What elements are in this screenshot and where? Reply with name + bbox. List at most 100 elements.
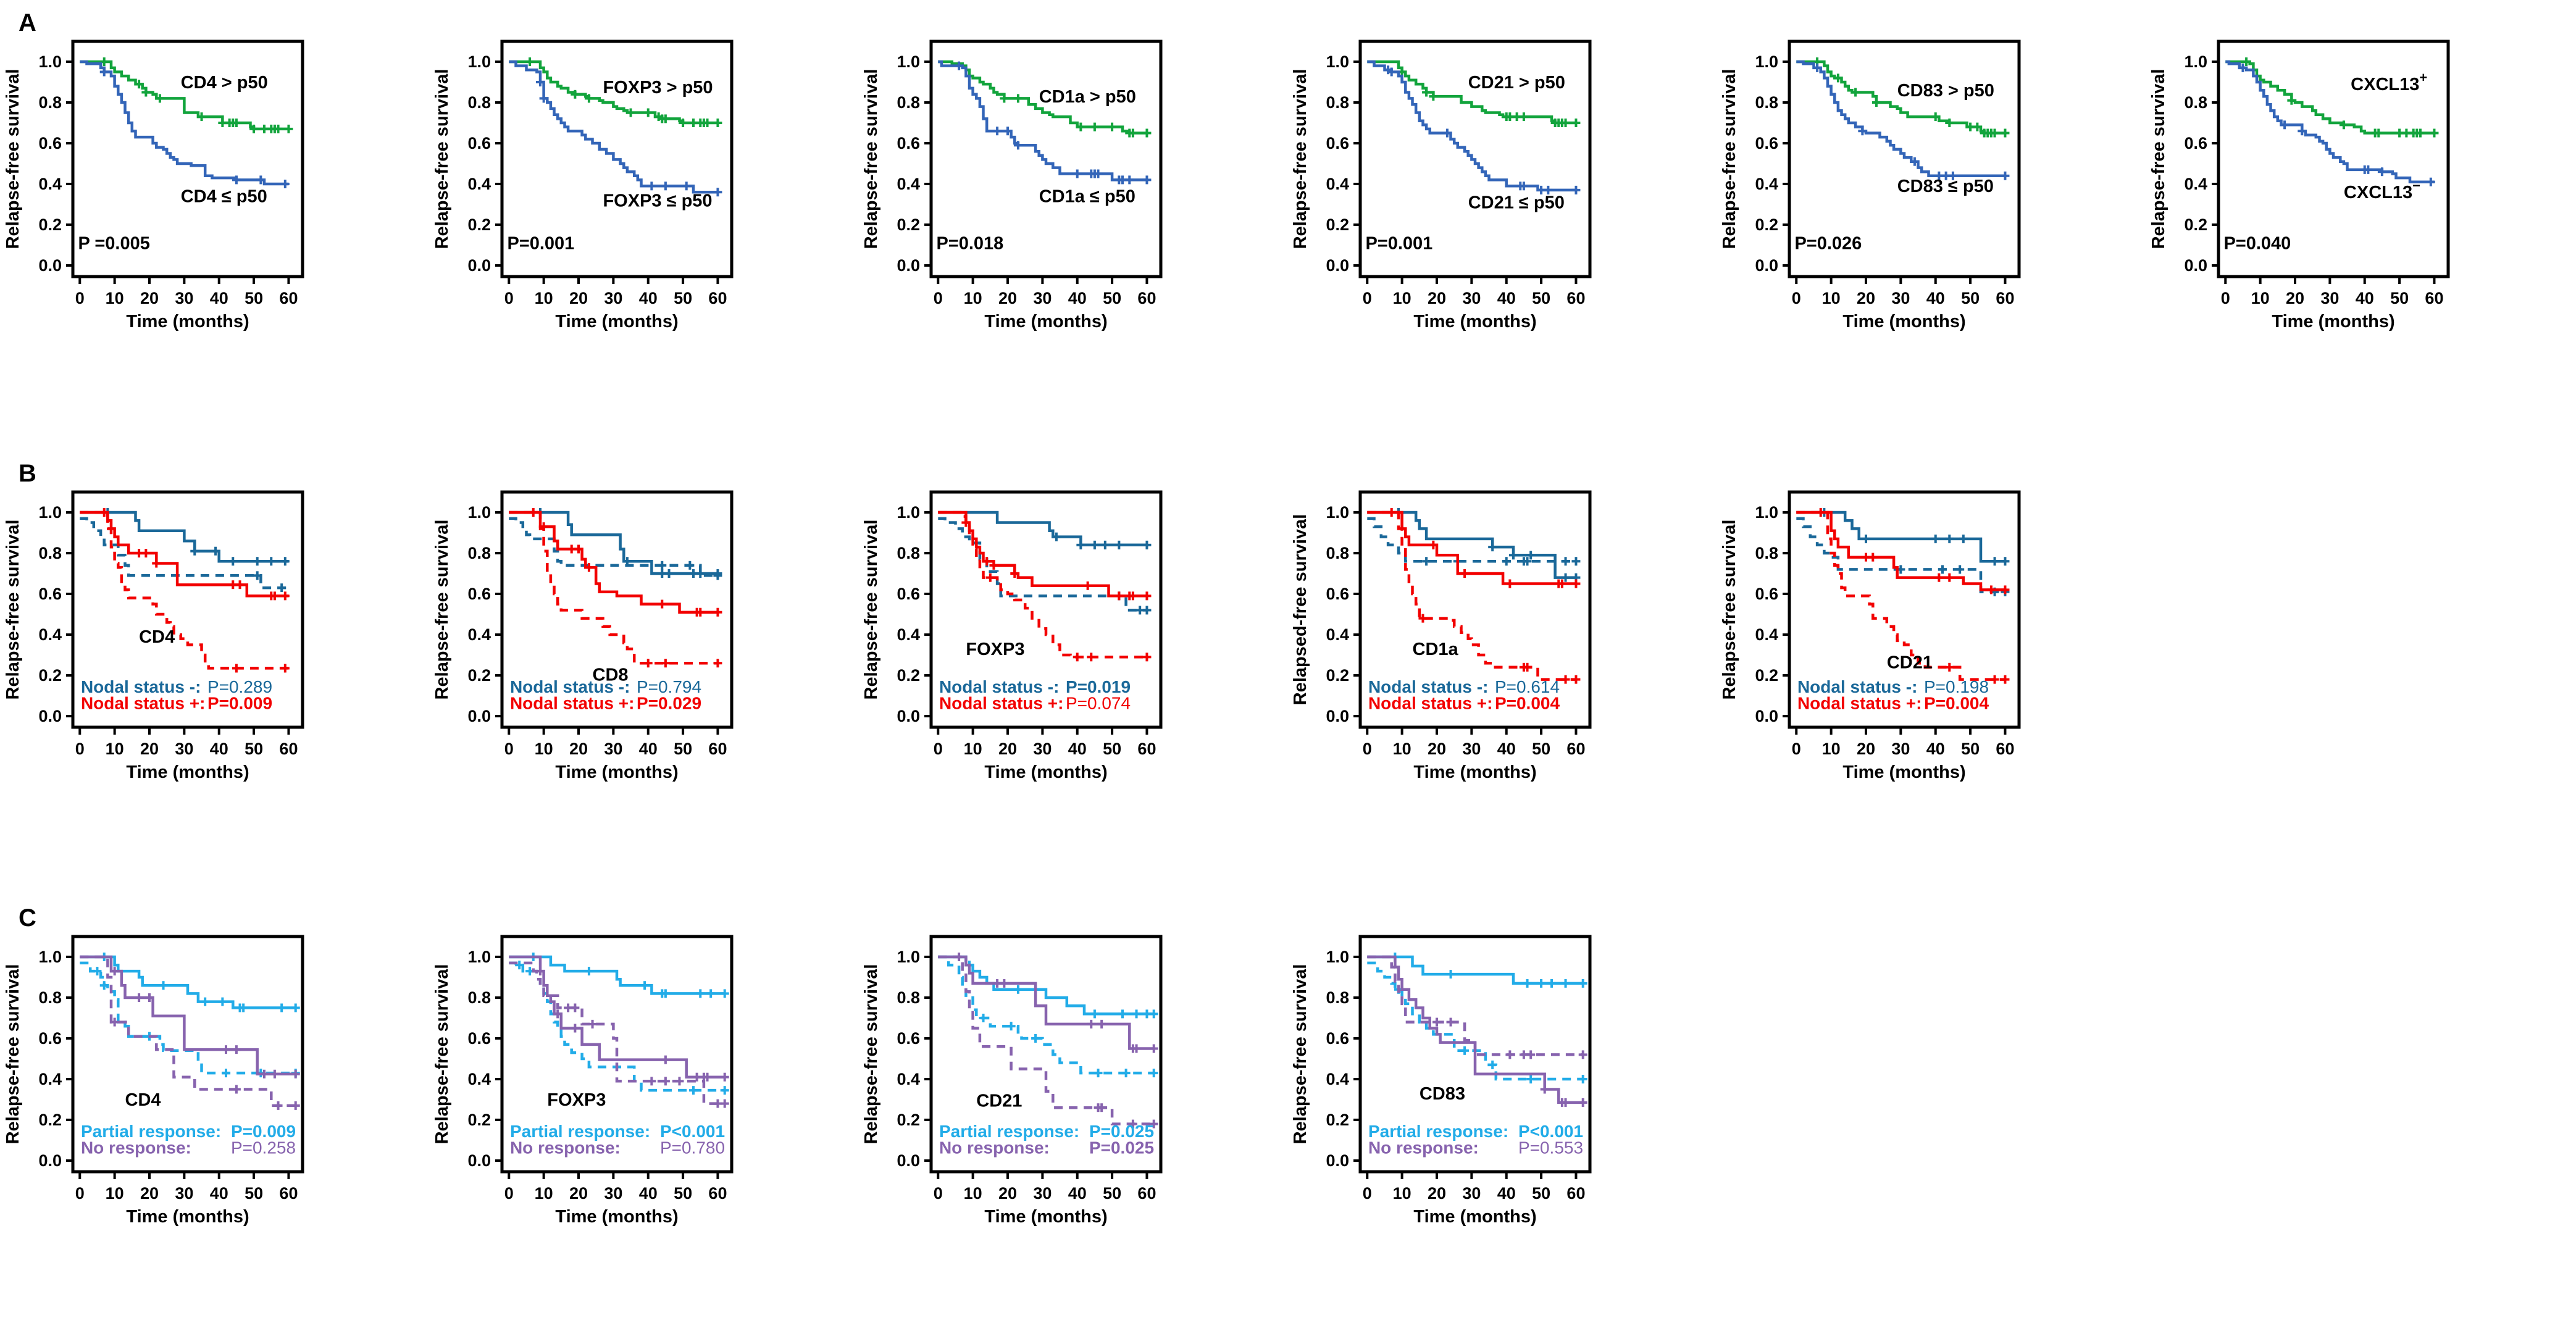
svg-text:50: 50 (1532, 740, 1550, 758)
svg-text:0: 0 (504, 740, 514, 758)
legend-value-0: P=0.009 (231, 1122, 296, 1141)
km-panel-C1-CD4: C 0.0 0.2 0.4 0.6 0.8 1.0 Relapse-free survival… (0, 901, 429, 1247)
annotation-CD21 ≤ p50: CD21 ≤ p50 (1468, 193, 1565, 213)
svg-text:20: 20 (1428, 289, 1446, 307)
series-Nodal status + low (1796, 511, 2010, 684)
svg-text:0.2: 0.2 (38, 666, 62, 685)
series-CD4 > p50 (80, 57, 293, 133)
series-CD1a ≤ p50 (938, 60, 1152, 185)
series-No response high (1367, 955, 1587, 1107)
x-axis-title: Time (months) (1413, 312, 1536, 332)
svg-text:20: 20 (998, 740, 1017, 758)
svg-text:10: 10 (1393, 740, 1411, 758)
svg-text:0.4: 0.4 (467, 1070, 491, 1088)
legend-value-1: P=0.009 (207, 693, 272, 712)
svg-text:0.4: 0.4 (1755, 175, 1778, 193)
svg-text:40: 40 (1068, 740, 1087, 758)
x-axis-title: Time (months) (984, 1207, 1107, 1227)
svg-text:0: 0 (1363, 1184, 1372, 1203)
legend-value-1: P=0.004 (1495, 693, 1560, 712)
row-C: C 0.0 0.2 0.4 0.6 0.8 1.0 Relapse-free survival… (0, 901, 2576, 1272)
annotation-P=0.001: P=0.001 (1365, 234, 1432, 254)
svg-text:30: 30 (175, 740, 193, 758)
plot-box (71, 490, 304, 729)
plot-box (929, 935, 1163, 1174)
legend-value-1: P=0.074 (1066, 693, 1131, 712)
svg-text:30: 30 (1033, 1184, 1052, 1203)
svg-text:0.8: 0.8 (467, 544, 491, 562)
annotation-CD1a ≤ p50: CD1a ≤ p50 (1039, 187, 1135, 207)
svg-text:10: 10 (1393, 1184, 1411, 1203)
svg-text:10: 10 (1822, 289, 1841, 307)
svg-text:0.6: 0.6 (1326, 134, 1349, 152)
svg-text:60: 60 (708, 740, 727, 758)
annotation-FOXP3: FOXP3 (966, 640, 1024, 659)
series-CD83 > p50 (1796, 57, 2010, 138)
km-panel-B2-CD8: 0.0 0.2 0.4 0.6 0.8 1.0 Relapse-free survival 0… (429, 457, 858, 803)
svg-text:50: 50 (1103, 740, 1121, 758)
x-axis: 0 10 20 30 40 50 60 Time (months) (75, 1172, 298, 1227)
plot-box (1358, 935, 1592, 1174)
svg-text:0.2: 0.2 (897, 666, 920, 685)
legend-label-1: Nodal status +: (81, 693, 205, 712)
y-axis: 0.0 0.2 0.4 0.6 0.8 1.0 Relapse-free survival (432, 52, 502, 275)
svg-text:0.8: 0.8 (897, 988, 920, 1007)
svg-text:0.4: 0.4 (897, 1070, 920, 1088)
legend-label-0: Partial response: (1368, 1122, 1508, 1141)
km-chart-B1: B 0.0 0.2 0.4 0.6 0.8 1.0 Relapse-free survival… (3, 460, 304, 782)
annotation-CD83: CD83 (1420, 1084, 1465, 1104)
legend-value-1: P=0.004 (1924, 693, 1989, 712)
series-CXCL13+ (2225, 57, 2439, 138)
svg-text:0: 0 (1363, 740, 1372, 758)
svg-text:0: 0 (2221, 289, 2230, 307)
annotation-CD4 ≤ p50: CD4 ≤ p50 (181, 187, 267, 207)
svg-text:30: 30 (1462, 289, 1481, 307)
x-axis-title: Time (months) (984, 762, 1107, 782)
svg-text:0.2: 0.2 (38, 215, 62, 234)
y-axis: 0.0 0.2 0.4 0.6 0.8 1.0 Relapse-free survival (3, 503, 73, 725)
svg-text:40: 40 (210, 740, 228, 758)
svg-text:0.4: 0.4 (897, 175, 920, 193)
y-axis-title: Relapse-free survival (861, 520, 881, 700)
svg-text:40: 40 (210, 289, 228, 307)
svg-text:0.0: 0.0 (1326, 707, 1349, 725)
annotation-FOXP3 ≤ p50: FOXP3 ≤ p50 (603, 191, 712, 211)
x-axis-title: Time (months) (555, 1207, 678, 1227)
svg-text:0.8: 0.8 (38, 544, 62, 562)
y-axis: 0.0 0.2 0.4 0.6 0.8 1.0 Relapse-free survival (1720, 52, 1789, 275)
series-Partial response high (938, 955, 1158, 1019)
km-panel-B1-CD4: B 0.0 0.2 0.4 0.6 0.8 1.0 Relapse-free survival… (0, 457, 429, 803)
svg-text:1.0: 1.0 (467, 948, 491, 966)
svg-text:50: 50 (674, 289, 692, 307)
svg-text:1.0: 1.0 (467, 52, 491, 71)
svg-text:60: 60 (1566, 1184, 1585, 1203)
svg-text:1.0: 1.0 (2184, 52, 2207, 71)
series-Partial response high (1367, 953, 1587, 988)
svg-text:30: 30 (1891, 740, 1910, 758)
legend-value-0: P=0.198 (1924, 677, 1989, 696)
plot-box (929, 490, 1163, 729)
svg-text:0: 0 (75, 1184, 85, 1203)
svg-text:0.4: 0.4 (1326, 625, 1349, 644)
series-No response low (938, 955, 1158, 1129)
svg-text:60: 60 (1996, 740, 2014, 758)
km-chart-B4: 0.0 0.2 0.4 0.6 0.8 1.0 Relapsed-free survival… (1290, 490, 1592, 782)
legend-value-0: P<0.001 (1518, 1122, 1583, 1141)
svg-text:0.8: 0.8 (467, 93, 491, 112)
series-Nodal status + low (80, 511, 290, 673)
svg-text:30: 30 (175, 289, 193, 307)
legend-value-0: P<0.001 (660, 1122, 725, 1141)
annotation-CD4: CD4 (139, 627, 175, 647)
series-No response low (509, 961, 729, 1108)
svg-text:1.0: 1.0 (38, 948, 62, 966)
km-panel-C2-FOXP3: 0.0 0.2 0.4 0.6 0.8 1.0 Relapse-free survival 0… (429, 901, 858, 1247)
plot-box (71, 40, 304, 278)
svg-text:0: 0 (75, 740, 85, 758)
x-axis: 0 10 20 30 40 50 60 Time (months) (504, 727, 727, 782)
plot-box (929, 40, 1163, 278)
svg-text:20: 20 (1428, 1184, 1446, 1203)
